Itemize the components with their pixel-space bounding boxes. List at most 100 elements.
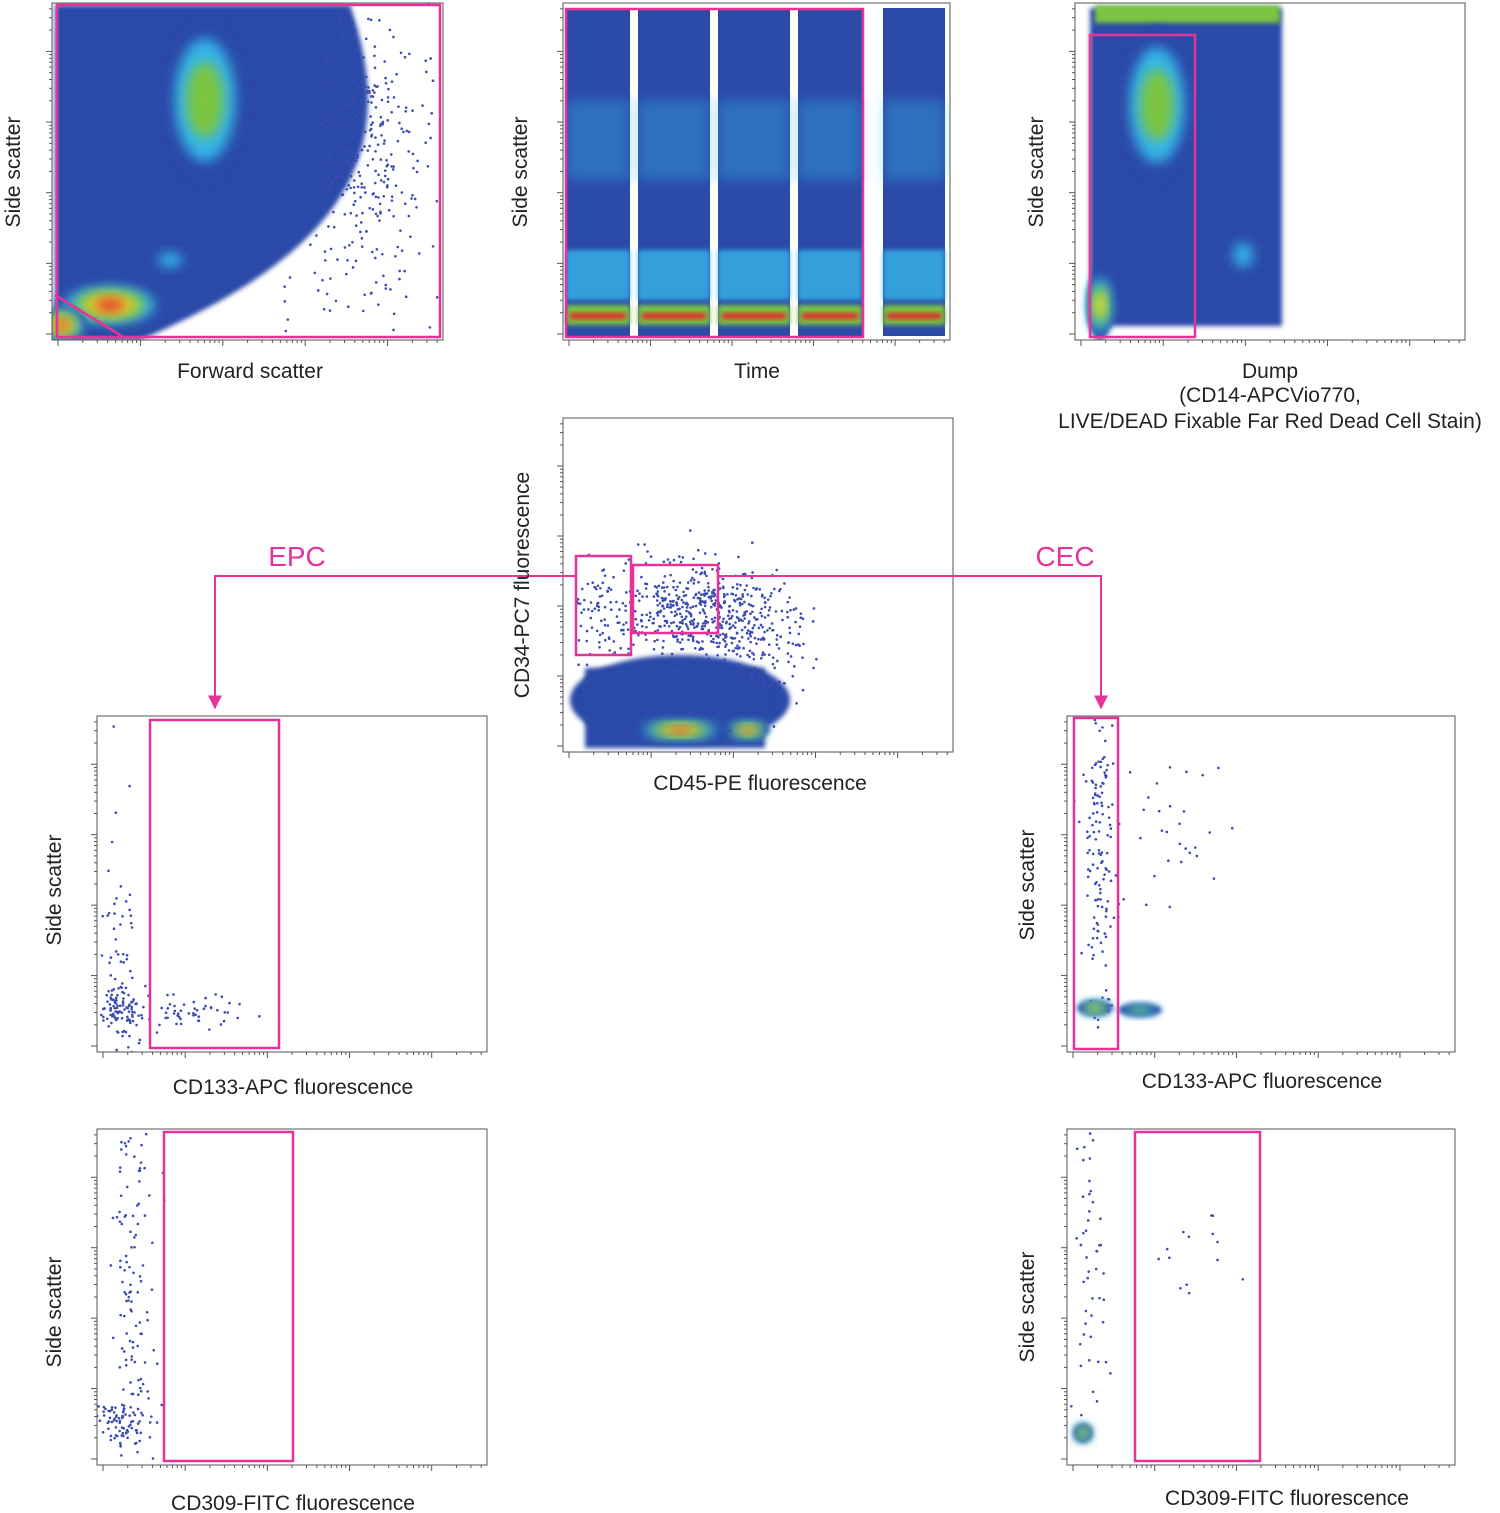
- p4-point: [789, 608, 792, 612]
- p5-point: [99, 1078, 102, 1081]
- p7-point: [120, 1347, 124, 1350]
- p6-point: [1104, 935, 1108, 939]
- p8-point: [1091, 1297, 1094, 1300]
- p6-point: [1084, 780, 1088, 783]
- p4-point: [655, 593, 659, 596]
- p6-point: [1144, 903, 1148, 907]
- p4-point: [653, 639, 656, 643]
- p4-point: [739, 668, 742, 671]
- p1-point: [371, 95, 375, 98]
- p4-point: [710, 599, 714, 603]
- p4-point: [691, 635, 695, 639]
- p7-point: [139, 1377, 143, 1381]
- p7-data: [97, 1132, 166, 1465]
- p4-point: [788, 596, 791, 599]
- p4-point: [743, 613, 747, 616]
- p1-point: [348, 165, 352, 169]
- p7-point: [150, 1288, 154, 1291]
- p4-point: [682, 601, 685, 604]
- p4-point: [707, 660, 711, 663]
- p5-point: [130, 1000, 133, 1004]
- p4-point: [752, 657, 756, 661]
- p7-point: [123, 1268, 126, 1272]
- p2-band-mid: [798, 250, 862, 300]
- p4-point: [694, 593, 697, 597]
- p6-point: [1104, 867, 1108, 870]
- p8-point: [1185, 1283, 1188, 1286]
- p4-point: [751, 571, 754, 574]
- p4-point: [596, 584, 600, 588]
- p4-point: [692, 582, 696, 585]
- p1-point: [327, 153, 331, 157]
- p6-point: [1178, 842, 1182, 846]
- p4-point: [713, 601, 717, 605]
- p4-point: [694, 604, 698, 608]
- p5-point: [100, 954, 104, 957]
- p1-point: [323, 179, 327, 183]
- p4-point: [801, 656, 804, 659]
- p1-ylabel: Side scatter: [2, 117, 25, 228]
- p6-point: [1155, 782, 1159, 785]
- p6-point: [1101, 757, 1105, 761]
- p4-point: [745, 609, 749, 613]
- p6-point: [1097, 852, 1101, 855]
- p6-point: [1091, 823, 1094, 827]
- p4-point: [750, 677, 753, 681]
- p7-point: [134, 1324, 138, 1328]
- p4-point: [697, 548, 700, 552]
- p4-point: [751, 674, 754, 677]
- p1-point: [364, 85, 367, 88]
- p4-point: [622, 623, 625, 626]
- p4-point: [746, 653, 749, 657]
- p7-point: [147, 1397, 150, 1400]
- p6-point: [1091, 937, 1095, 940]
- p5-point: [114, 950, 118, 953]
- p7-point: [107, 1409, 110, 1413]
- p7-point: [112, 1411, 116, 1414]
- p5-point: [128, 893, 132, 897]
- p3-xlabel-2: (CD14-APCVio770,: [1179, 384, 1361, 407]
- p2-band-mid: [718, 250, 790, 300]
- p4-point: [747, 637, 750, 640]
- p7-point: [109, 1438, 113, 1442]
- p7-xlabel: CD309-FITC fluorescence: [171, 1492, 415, 1513]
- p7-point: [111, 1216, 115, 1220]
- p1-point: [403, 202, 407, 206]
- p4-point: [590, 609, 594, 613]
- p4-point: [585, 639, 589, 643]
- p4-point: [661, 604, 664, 608]
- p4-point: [723, 633, 727, 637]
- p8-point: [1078, 1342, 1082, 1346]
- p4-point: [799, 616, 803, 620]
- p4-point: [812, 607, 816, 610]
- p1-point: [320, 113, 324, 117]
- p5-point: [125, 954, 129, 957]
- p5-point: [195, 1008, 199, 1012]
- p1-point: [413, 197, 417, 201]
- p6-point: [1128, 770, 1132, 774]
- p4-point: [696, 596, 700, 600]
- p7-point: [122, 1409, 125, 1413]
- p7-point: [118, 1419, 122, 1423]
- p1-point: [327, 120, 331, 124]
- p7-point: [138, 1169, 142, 1172]
- p4-point: [735, 610, 739, 613]
- p1-point: [284, 329, 288, 333]
- p4-point: [601, 569, 604, 572]
- p5-point: [194, 1013, 197, 1017]
- p7-point: [113, 1436, 116, 1440]
- p1-point: [427, 122, 431, 126]
- p4-point: [700, 627, 704, 631]
- p4-point: [733, 599, 737, 603]
- p4-point: [769, 594, 772, 598]
- p4-point: [645, 613, 649, 617]
- p4-data: [570, 529, 818, 748]
- p4-point: [606, 624, 610, 627]
- p4-point: [773, 666, 776, 670]
- p1-point: [378, 18, 381, 22]
- p1-point: [336, 258, 339, 261]
- p4-point: [662, 639, 665, 643]
- p5-point: [122, 1118, 125, 1121]
- p4-point: [681, 619, 685, 622]
- p4-point: [704, 600, 707, 603]
